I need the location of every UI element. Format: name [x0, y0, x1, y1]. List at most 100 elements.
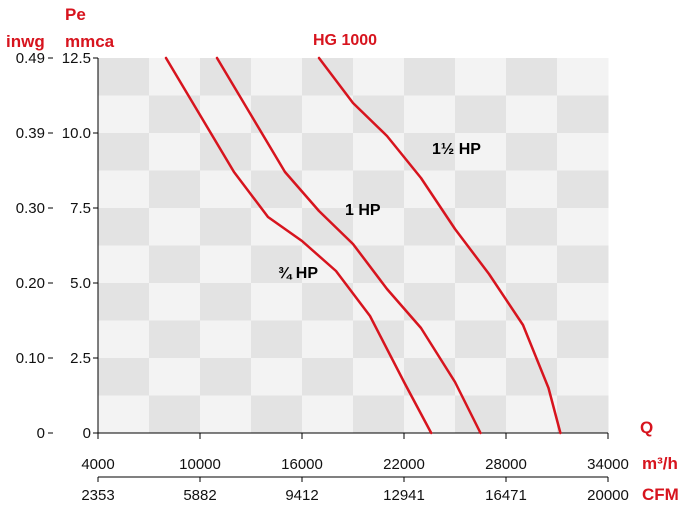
grid-cell	[353, 395, 405, 434]
grid-cell	[404, 283, 456, 321]
grid-cell	[149, 133, 201, 171]
grid-cell	[404, 395, 456, 434]
grid-cell	[455, 395, 507, 434]
grid-cell	[149, 208, 201, 246]
grid-cell	[302, 58, 354, 96]
grid-cell	[302, 358, 354, 396]
grid-cell	[353, 170, 405, 209]
grid-cell	[98, 170, 150, 209]
grid-cell	[455, 58, 507, 96]
grid-cell	[506, 320, 558, 359]
y-label-pe: Pe	[65, 5, 86, 24]
x-tick-label-cfm: 12941	[383, 487, 425, 504]
grid-cell	[98, 320, 150, 359]
grid-cell	[98, 358, 150, 396]
grid-cell	[506, 58, 558, 96]
y-tick-label-inwg: 0.20	[16, 275, 45, 292]
y-tick-label-mmca: 10.0	[62, 125, 91, 142]
x-tick-label-cfm: 5882	[183, 487, 216, 504]
grid-cell	[557, 95, 609, 134]
grid-cell	[251, 283, 303, 321]
y-tick-label-mmca: 12.5	[62, 50, 91, 67]
grid-cell	[200, 170, 252, 209]
grid-cell	[251, 133, 303, 171]
grid-cell	[200, 245, 252, 284]
grid-cell	[353, 283, 405, 321]
grid-cell	[200, 133, 252, 171]
y-tick-label-mmca: 5.0	[70, 275, 91, 292]
grid-cell	[455, 133, 507, 171]
grid-cell	[200, 208, 252, 246]
grid-cell	[251, 170, 303, 209]
y-label-inwg: inwg	[6, 32, 45, 51]
grid-cell	[404, 320, 456, 359]
grid-cell	[251, 58, 303, 96]
grid-cell	[506, 245, 558, 284]
grid-cell	[455, 320, 507, 359]
x-label-m3h: m³/h	[642, 454, 678, 473]
grid-cell	[455, 170, 507, 209]
grid-cell	[98, 208, 150, 246]
grid-cell	[98, 245, 150, 284]
grid-cell	[353, 133, 405, 171]
y-ticks: 0 0 2.5 0.10 5.0 0.20 7.5 0.30 10.0 0.39 12.5 0.49	[16, 50, 98, 442]
series-labels: ¾ HP 1 HP 1½ HP	[278, 141, 481, 282]
grid-cell	[557, 395, 609, 434]
grid-cell	[200, 395, 252, 434]
x-tick-label-m3h: 4000	[81, 456, 114, 473]
grid-cell	[200, 358, 252, 396]
x-label-cfm: CFM	[642, 485, 679, 504]
grid-cell	[149, 170, 201, 209]
grid-cell	[302, 283, 354, 321]
grid-cell	[557, 320, 609, 359]
grid-cell	[149, 395, 201, 434]
grid-cell	[251, 245, 303, 284]
grid-cell	[404, 58, 456, 96]
series-line-2	[317, 56, 562, 435]
y-tick-label-mmca: 7.5	[70, 200, 91, 217]
x-tick-label-cfm: 20000	[587, 487, 629, 504]
series-line-0	[164, 56, 433, 435]
grid-background	[98, 58, 609, 434]
grid-cell	[98, 58, 150, 96]
y-tick-label-inwg: 0.49	[16, 50, 45, 67]
chart-title: HG 1000	[313, 32, 377, 49]
series-label-2: 1½ HP	[432, 141, 481, 158]
grid-cell	[506, 283, 558, 321]
x-label-q: Q	[640, 418, 653, 437]
y-tick-label-inwg: 0.10	[16, 350, 45, 367]
grid-cell	[149, 358, 201, 396]
grid-cell	[557, 208, 609, 246]
y-label-mmca: mmca	[65, 32, 115, 51]
grid-cell	[98, 95, 150, 134]
x-tick-label-cfm: 16471	[485, 487, 527, 504]
grid-cell	[506, 395, 558, 434]
x-ticks: 4000 2353 10000 5882 16000 9412 22000 12941 2800…	[81, 433, 629, 504]
grid-cell	[506, 95, 558, 134]
x-tick-label-m3h: 22000	[383, 456, 425, 473]
series-label-1: 1 HP	[345, 202, 381, 219]
series-line-1	[215, 56, 482, 435]
grid-cell	[98, 133, 150, 171]
y-tick-label-inwg: 0.30	[16, 200, 45, 217]
grid-cell	[455, 358, 507, 396]
grid-cell	[557, 133, 609, 171]
grid-cell	[302, 395, 354, 434]
grid-cell	[98, 283, 150, 321]
x-tick-label-m3h: 28000	[485, 456, 527, 473]
grid-cell	[557, 358, 609, 396]
grid-cell	[404, 208, 456, 246]
grid-cell	[404, 358, 456, 396]
grid-cell	[353, 208, 405, 246]
y-tick-label-inwg: 0	[37, 425, 45, 442]
grid-cell	[506, 208, 558, 246]
grid-cell	[557, 245, 609, 284]
y-tick-label-inwg: 0.39	[16, 125, 45, 142]
grid-cell	[557, 58, 609, 96]
grid-cell	[149, 58, 201, 96]
grid-cell	[557, 170, 609, 209]
grid-cell	[251, 320, 303, 359]
grid-cell	[98, 395, 150, 434]
